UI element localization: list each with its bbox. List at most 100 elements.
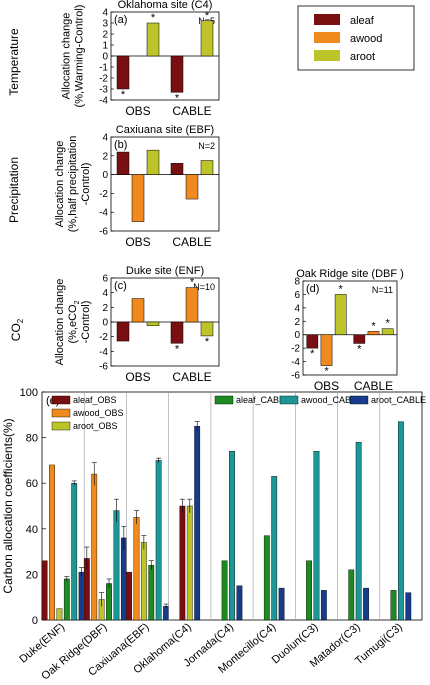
bar-aleaf [306, 334, 319, 349]
y-tick-label: 2 [294, 317, 300, 328]
x-tick-label: CABLE [354, 379, 393, 393]
significance-star: * [151, 12, 156, 24]
legend-label-awood: awood [350, 33, 382, 45]
y-tick-label: -4 [99, 96, 108, 107]
y-tick-label: 40 [26, 524, 38, 536]
panel-letter: (d) [306, 283, 319, 295]
significance-star: * [371, 320, 376, 332]
panel-d: Oak Ridge site (DBF ) -6 -4 -2 0 2 4 6 8 (d) N=11 O… [291, 268, 404, 393]
panel-a: Oklahoma site (C4)-4-3-2-101234(a)N=5All… [61, 0, 220, 118]
bar-aroot_CABLE [363, 587, 369, 621]
bar-aroot_CABLE [278, 587, 285, 621]
bar-aleaf_OBS [179, 505, 186, 621]
bar-awood_CABLE [271, 476, 278, 621]
bar-aleaf_OBS [41, 560, 48, 621]
bar-aroot_OBS [186, 505, 193, 621]
bar-aleaf_OBS [126, 571, 132, 621]
x-tick-label: OBS [314, 379, 339, 393]
panel-letter: (b) [114, 139, 127, 151]
row-label-co2: CO2 [9, 318, 25, 341]
bar-aleaf_CABLE [263, 535, 270, 621]
bar-aleaf_CABLE [63, 578, 70, 621]
bar-aleaf [353, 334, 366, 344]
x-tick-label: CABLE [172, 235, 211, 249]
significance-star: * [310, 348, 315, 360]
bar-awood [185, 174, 199, 200]
y-tick-label: -2 [291, 344, 300, 355]
panels: Oklahoma site (C4)-4-3-2-101234(a)N=5All… [54, 0, 404, 393]
n-label: N=10 [193, 282, 215, 292]
bar-awood_CABLE [313, 451, 320, 621]
bar-aroot_CABLE [405, 592, 412, 621]
y-tick-label: -2 [99, 332, 108, 343]
legend-label-aroot_OBS: aroot_OBS [73, 421, 118, 431]
y-axis-label: -Control) [80, 163, 92, 206]
bar-awood_CABLE [71, 483, 78, 621]
panel-title: Oak Ridge site (DBF ) [296, 268, 404, 280]
legend-swatch-awood_CABLE [279, 395, 299, 405]
row-label-precipitation: Precipitation [7, 157, 21, 223]
panel-title: Caxiuana site (EBF) [116, 124, 214, 136]
y-tick-label: 6 [294, 290, 300, 301]
legend-swatch-aleaf_OBS [51, 395, 71, 405]
y-axis-label: Allocation change [54, 141, 66, 228]
y-tick-label: 3 [102, 19, 108, 30]
legend-swatch-aroot_CABLE [349, 395, 369, 405]
legend-label-aroot: aroot [350, 51, 375, 63]
bar-aleaf_CABLE [390, 590, 397, 621]
bar-aleaf_CABLE [306, 560, 312, 621]
y-axis-label: Carbon allocation coefficients(%) [1, 418, 15, 593]
y-axis-label: Allocation change [61, 13, 73, 100]
panel-title: Duke site (ENF) [126, 265, 204, 277]
y-axis-label: (%,eCO2 [67, 300, 81, 343]
panel-letter: (c) [114, 280, 127, 292]
bar-awood [131, 174, 145, 222]
significance-star: * [121, 89, 126, 101]
n-label: N=11 [372, 285, 393, 295]
bar-awood_OBS [91, 473, 98, 621]
x-tick-label: OBS [125, 104, 150, 118]
legend-label-aleaf_CABLE: aleaf_CABLE [236, 395, 290, 405]
y-tick-label: 0 [102, 52, 108, 63]
y-tick-label: 60 [26, 478, 38, 490]
n-label: N=2 [198, 141, 215, 151]
significance-star: * [357, 343, 362, 355]
y-tick-label: -4 [99, 208, 108, 219]
bar-aroot_OBS [140, 542, 147, 621]
bar-aroot_OBS [56, 608, 63, 621]
bar-aroot [200, 160, 214, 175]
significance-star: * [205, 336, 210, 348]
bar-awood_CABLE [355, 441, 362, 621]
bar-awood_CABLE [397, 421, 404, 621]
y-axis-label: -Control) [80, 301, 92, 344]
bar-awood_OBS [49, 464, 55, 621]
y-axis-label: (%,Warming-Control) [74, 5, 86, 108]
bar-aleaf_CABLE [221, 560, 228, 621]
bar-aleaf [116, 321, 130, 342]
y-tick-label: -1 [99, 63, 108, 74]
y-tick-label: -3 [99, 85, 108, 96]
panel-e: 0 20 40 60 80 100 Carbon allocation coefficien… [1, 387, 426, 683]
y-tick-label: 4 [102, 8, 108, 19]
legend-swatch-aroot_OBS [51, 421, 71, 431]
legend-label-awood_CABLE: awood_CABLE [301, 395, 362, 405]
y-tick-label: -4 [291, 357, 300, 368]
bar-awood [367, 331, 380, 335]
y-tick-label: 4 [294, 303, 300, 314]
y-tick-label: 1 [102, 41, 108, 52]
y-tick-label: -2 [99, 74, 108, 85]
legend-label-aleaf_OBS: aleaf_OBS [73, 395, 117, 405]
y-tick-label: 2 [102, 151, 108, 162]
bar-aroot_CABLE [78, 571, 85, 621]
plot-frame [302, 280, 398, 376]
legend-swatch-aleaf [314, 14, 340, 25]
legend-label-aleaf: aleaf [350, 15, 375, 27]
y-axis-label: (%,half precipitation [67, 136, 79, 233]
top-legend: aleaf awood aroot [297, 5, 415, 71]
panel-title: Oklahoma site (C4) [118, 0, 213, 11]
y-tick-label: 2 [102, 303, 108, 314]
bar-awood_OBS [133, 517, 140, 621]
significance-star: * [175, 343, 180, 355]
y-tick-label: 0 [102, 170, 108, 181]
